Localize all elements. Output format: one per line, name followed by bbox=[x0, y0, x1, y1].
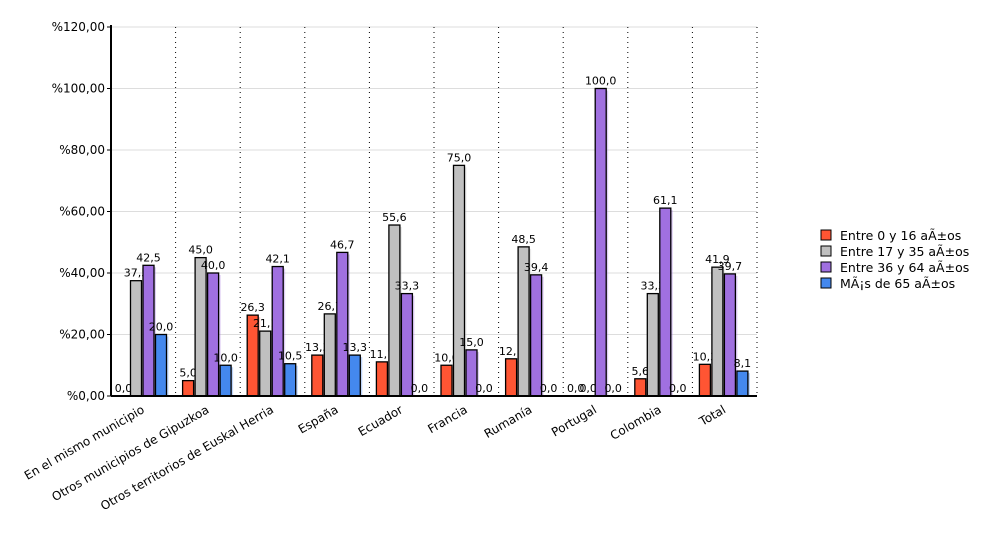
bar bbox=[440, 364, 453, 397]
data-label: 48,5 bbox=[511, 233, 536, 246]
legend-label: Entre 17 y 35 aÃ±os bbox=[840, 244, 969, 259]
data-label: 11,1 bbox=[370, 348, 395, 361]
data-label: 5,6 bbox=[632, 365, 650, 378]
bar bbox=[259, 330, 272, 397]
data-label: 0,0 bbox=[604, 382, 622, 395]
data-label: 0,0 bbox=[411, 382, 429, 395]
data-label: 10,3 bbox=[693, 350, 718, 363]
bar bbox=[529, 274, 543, 397]
data-label: 41,9 bbox=[705, 253, 730, 266]
bar bbox=[348, 354, 361, 397]
bar bbox=[659, 207, 672, 397]
data-label: 26,3 bbox=[240, 301, 265, 314]
bar bbox=[388, 224, 401, 397]
data-label: 21,1 bbox=[253, 317, 278, 330]
data-label: 33,3 bbox=[395, 280, 420, 293]
data-label: 26,7 bbox=[318, 300, 343, 313]
data-label: 39,7 bbox=[718, 260, 743, 273]
data-label: 0,0 bbox=[115, 382, 133, 395]
legend-swatch bbox=[820, 261, 832, 273]
data-label: 40,0 bbox=[201, 259, 226, 272]
bar bbox=[219, 364, 232, 397]
y-tick-label: %20,00 bbox=[59, 328, 105, 342]
data-label: 0,0 bbox=[475, 382, 493, 395]
category-label: Ecuador bbox=[356, 402, 406, 439]
data-label: 100,0 bbox=[585, 75, 617, 88]
data-label: 55,6 bbox=[382, 211, 407, 224]
legend-swatch bbox=[820, 229, 832, 241]
y-tick-label: %100,00 bbox=[52, 82, 105, 96]
bar bbox=[736, 370, 749, 397]
data-label: 39,4 bbox=[524, 261, 549, 274]
data-label: 10,0 bbox=[434, 351, 459, 364]
data-label: 0,0 bbox=[669, 382, 687, 395]
data-label: 0,0 bbox=[540, 382, 558, 395]
data-label: 42,1 bbox=[265, 253, 290, 266]
bar bbox=[129, 280, 143, 397]
category-label: Total bbox=[696, 402, 728, 429]
category-label: Colombia bbox=[608, 402, 664, 442]
bar bbox=[181, 379, 195, 397]
bar bbox=[206, 272, 220, 397]
data-label: 13,3 bbox=[343, 341, 368, 354]
data-label: 8,1 bbox=[734, 357, 752, 370]
data-label: 33,3 bbox=[641, 280, 666, 293]
data-label: 13,3 bbox=[305, 341, 330, 354]
bar bbox=[323, 313, 336, 397]
data-label: 5,0 bbox=[179, 367, 197, 380]
y-tick-label: %40,00 bbox=[59, 266, 105, 280]
data-label: 12,1 bbox=[499, 345, 524, 358]
bar bbox=[375, 361, 389, 397]
data-label: 46,7 bbox=[330, 238, 355, 251]
bar bbox=[311, 354, 324, 397]
category-label: Rumanía bbox=[482, 402, 535, 440]
bar bbox=[400, 292, 414, 397]
bar bbox=[504, 358, 518, 397]
bar bbox=[452, 164, 466, 397]
data-label: 0,0 bbox=[567, 382, 585, 395]
data-label: 61,1 bbox=[653, 194, 678, 207]
y-tick-label: %120,00 bbox=[52, 20, 105, 34]
data-label: 10,5 bbox=[278, 350, 303, 363]
y-tick-label: %0,00 bbox=[67, 389, 105, 403]
legend-swatch bbox=[820, 245, 832, 257]
data-label: 15,0 bbox=[459, 336, 484, 349]
bar bbox=[698, 363, 712, 397]
bar bbox=[594, 87, 607, 397]
legend-label: Entre 36 y 64 aÃ±os bbox=[840, 260, 969, 275]
bar bbox=[336, 251, 349, 397]
y-tick-label: %80,00 bbox=[59, 143, 105, 157]
data-label: 75,0 bbox=[447, 151, 472, 164]
bar bbox=[723, 273, 737, 397]
category-label: Francia bbox=[425, 402, 469, 436]
data-label: 10,0 bbox=[213, 351, 238, 364]
bar bbox=[284, 363, 297, 397]
category-label: Portugal bbox=[549, 402, 599, 439]
legend-label: Entre 0 y 16 aÃ±os bbox=[840, 228, 961, 243]
legend-label: MÃ¡s de 65 aÃ±os bbox=[840, 276, 955, 291]
legend-swatch bbox=[820, 277, 832, 289]
y-tick-label: %60,00 bbox=[59, 205, 105, 219]
bar bbox=[194, 256, 207, 397]
data-label: 42,5 bbox=[136, 251, 161, 264]
data-label: 20,0 bbox=[149, 321, 174, 334]
bar bbox=[154, 333, 168, 397]
data-label: 0,0 bbox=[579, 382, 597, 395]
category-label: España bbox=[296, 402, 341, 436]
bar bbox=[634, 378, 647, 397]
category-label: En el mismo municipio bbox=[22, 402, 147, 482]
data-label: 45,0 bbox=[188, 244, 213, 257]
bar bbox=[646, 292, 659, 397]
bar bbox=[271, 265, 284, 397]
bar bbox=[711, 266, 724, 397]
data-label: 37,5 bbox=[124, 267, 149, 280]
